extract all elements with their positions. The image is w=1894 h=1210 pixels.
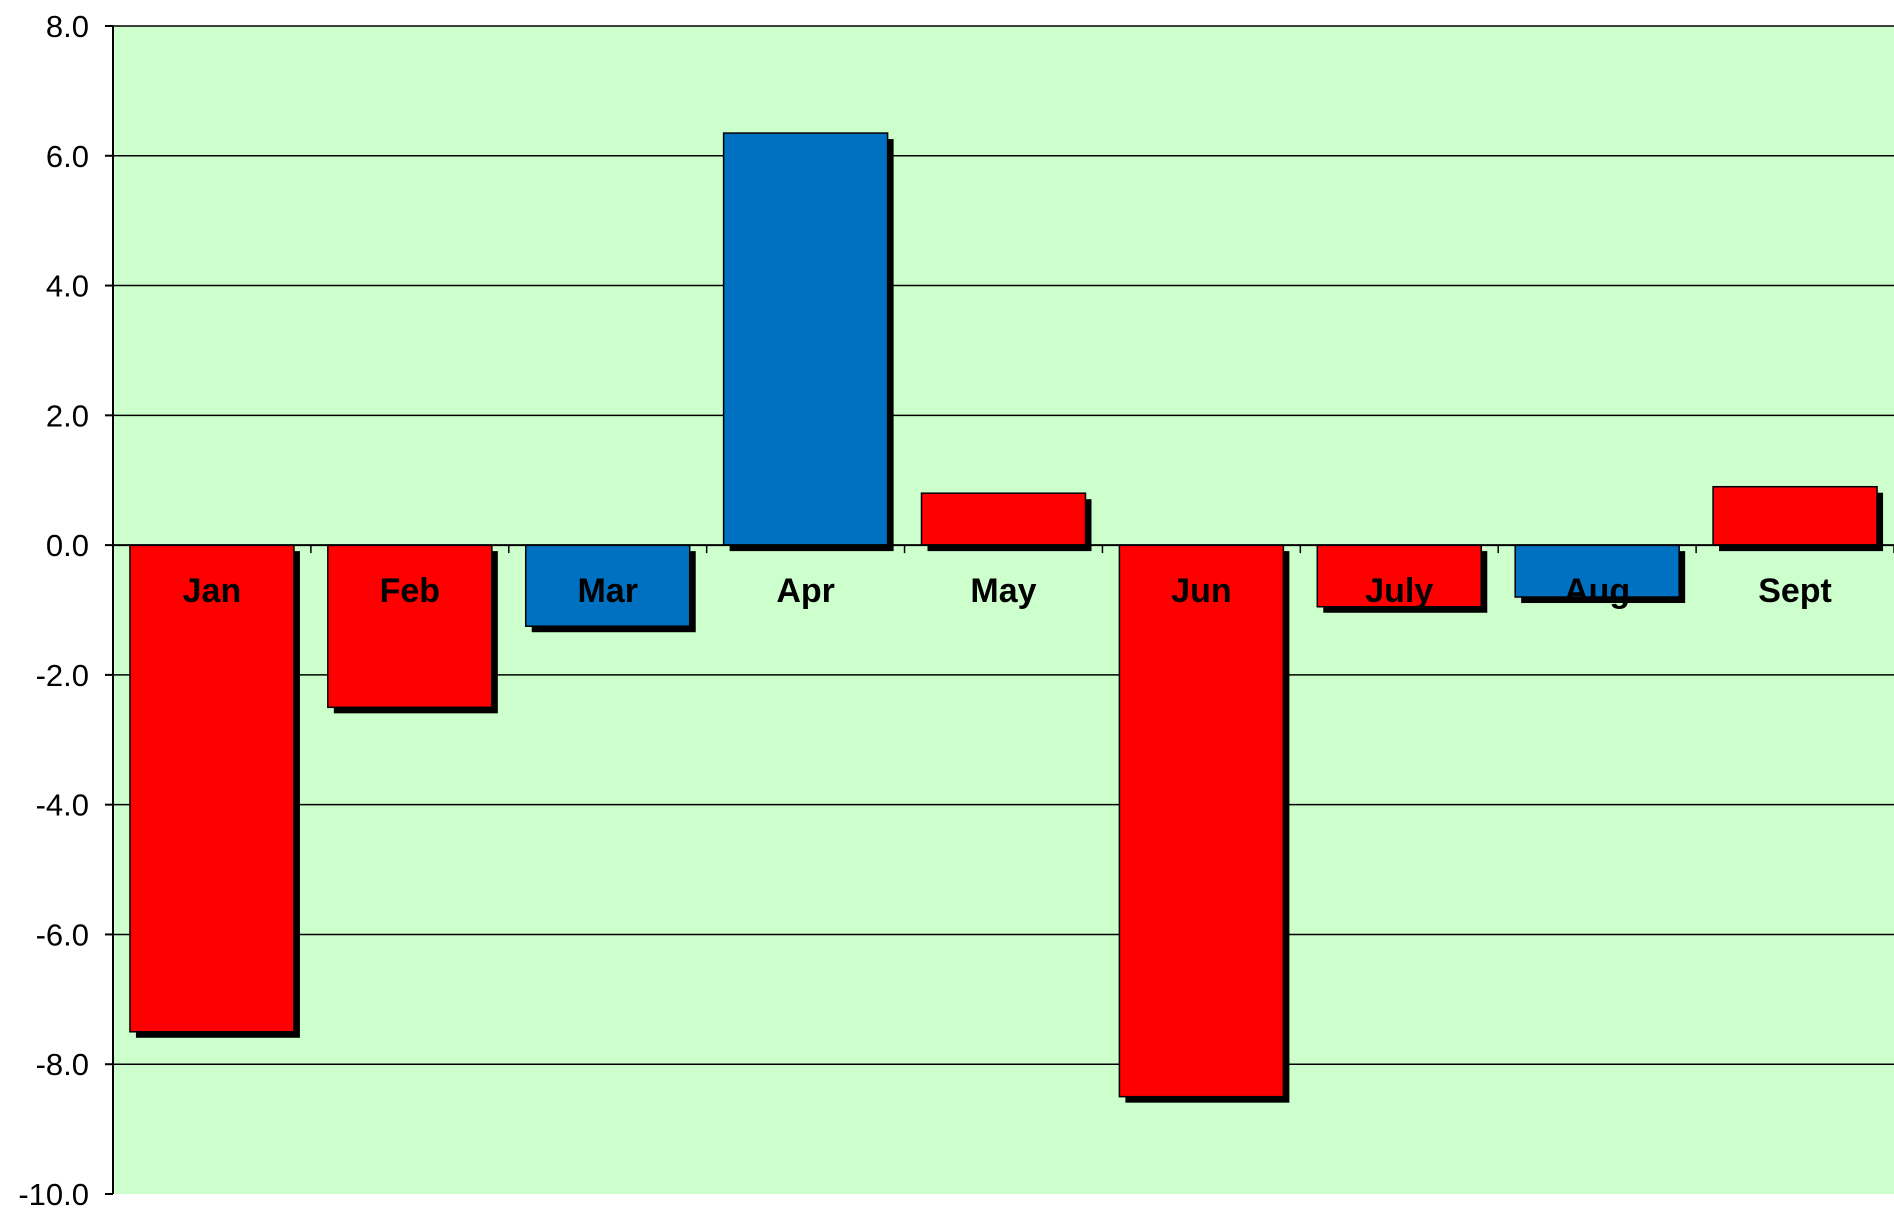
category-label: Apr	[776, 572, 835, 610]
bar-aug	[1514, 544, 1680, 598]
bar-may	[920, 492, 1087, 546]
y-tick-label: -4.0	[36, 788, 89, 823]
y-tick-label: -6.0	[36, 917, 89, 952]
bars	[129, 132, 1878, 1098]
y-tick-label: -2.0	[36, 658, 89, 693]
category-label: Aug	[1564, 572, 1630, 610]
category-label: May	[970, 572, 1036, 610]
y-axis-ticks	[105, 25, 113, 1195]
bar-mar	[524, 544, 691, 627]
category-label: Jun	[1171, 572, 1231, 610]
y-tick-label: 4.0	[46, 269, 89, 304]
y-tick-label: -8.0	[36, 1047, 89, 1082]
y-tick-label: -10.0	[18, 1177, 89, 1210]
y-tick-label: 8.0	[46, 9, 89, 44]
category-label: Mar	[577, 572, 637, 610]
y-axis-tick-labels: 8.0 6.0 4.0 2.0 0.0 -2.0 -4.0 -6.0 -8.0 -10.0	[18, 9, 89, 1210]
y-tick-label: 2.0	[46, 398, 89, 433]
category-labels: Jan Feb Mar Apr May Jun July Aug Sept	[183, 572, 1832, 610]
bar-july	[1316, 544, 1483, 608]
bar-apr	[722, 132, 889, 546]
bar-feb	[327, 544, 493, 709]
bar-jan	[129, 544, 295, 1033]
category-label: Sept	[1758, 572, 1832, 610]
y-tick-label: 6.0	[46, 139, 89, 174]
y-tick-label: 0.0	[46, 528, 89, 563]
bar-jun	[1118, 544, 1285, 1098]
gridlines	[113, 25, 1894, 1065]
category-label: July	[1365, 572, 1433, 610]
category-label: Jan	[183, 572, 242, 610]
bar-sept	[1712, 485, 1878, 546]
category-label: Feb	[380, 572, 440, 610]
